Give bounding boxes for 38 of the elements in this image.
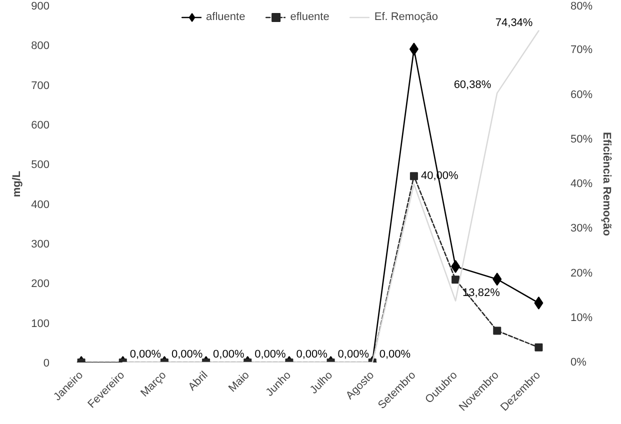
legend-label: afluente [206,11,246,23]
y2-tick-label: 60% [570,88,593,101]
y2-tick-label: 0% [570,356,587,368]
y2-tick-label: 10% [570,312,593,324]
data-label: 0,00% [296,348,328,360]
y-tick-label: 300 [31,238,50,250]
y-tick-label: 700 [31,80,50,92]
data-label: 0,00% [171,348,203,360]
y2-tick-label: 80% [570,0,593,12]
data-label: 0,00% [379,348,411,360]
y2-tick-label: 20% [570,267,593,280]
y2-tick-label: 30% [570,222,593,235]
y-tick-label: 400 [31,198,50,211]
y2-tick-label: 40% [570,178,593,190]
legend-label: Ef. Remoção [374,11,438,23]
legend-label: efluente [290,11,330,23]
point [452,276,460,284]
y-tick-label: 900 [31,0,50,12]
y-tick-label: 600 [31,120,50,132]
y-tick-label: 100 [31,318,50,330]
y2-tick-label: 50% [570,133,593,146]
data-label: 0,00% [213,348,244,360]
y-axis-title: mg/L [11,170,24,198]
data-label: 74,34% [495,16,533,29]
data-label: 60,38% [454,79,492,92]
y2-tick-label: 70% [570,44,593,56]
point [492,272,502,286]
point [410,172,418,180]
point [451,260,460,274]
y-tick-label: 500 [31,159,50,172]
y-tick-label: 200 [31,278,50,290]
y2-axis-title: Eficiência Remoção [600,132,613,236]
y-tick-label: 0 [43,358,50,370]
point [534,296,544,310]
data-label: 0,00% [338,348,370,360]
y-tick-label: 800 [31,40,50,52]
data-label: 0,00% [130,348,162,360]
data-label: 0,00% [254,348,286,360]
